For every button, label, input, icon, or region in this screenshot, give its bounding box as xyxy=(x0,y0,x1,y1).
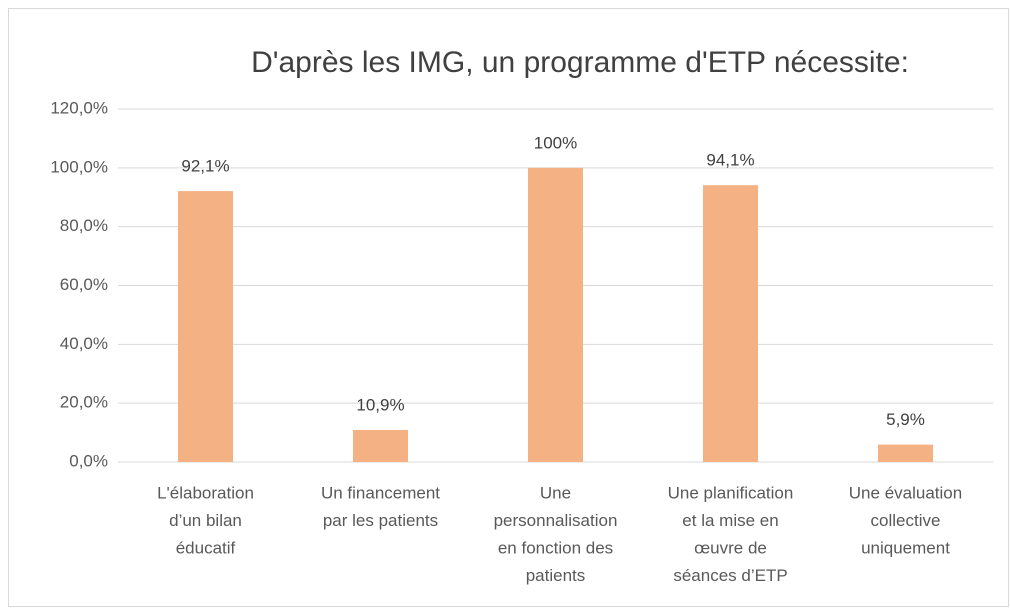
x-tick-label: Une xyxy=(540,483,571,502)
x-tick-label: œuvre de xyxy=(694,538,767,557)
bar xyxy=(178,191,233,462)
chart-border xyxy=(8,8,1009,607)
x-tick-label: patients xyxy=(526,566,586,585)
x-tick-label: en fonction des xyxy=(498,538,613,557)
x-tick-label: par les patients xyxy=(323,511,438,530)
x-tick-label: Un financement xyxy=(321,483,440,502)
x-tick-label: et la mise en xyxy=(682,511,778,530)
bar xyxy=(353,429,408,462)
y-tick-label: 0,0% xyxy=(69,451,108,470)
x-tick-label: éducatif xyxy=(176,538,236,557)
y-tick-label: 20,0% xyxy=(60,393,108,412)
data-label: 10,9% xyxy=(356,395,404,414)
bar xyxy=(878,444,933,462)
x-tick-label: L'élaboration xyxy=(157,483,254,502)
data-label: 92,1% xyxy=(181,157,229,176)
y-tick-label: 60,0% xyxy=(60,275,108,294)
bar xyxy=(528,167,583,463)
x-tick-label: collective xyxy=(871,511,941,530)
x-tick-label: Une évaluation xyxy=(849,483,962,502)
bar xyxy=(703,185,758,463)
x-tick-label: d’un bilan xyxy=(169,511,242,530)
x-tick-label: Une planification xyxy=(668,483,794,502)
y-tick-label: 100,0% xyxy=(50,157,108,176)
data-label: 100% xyxy=(534,133,577,152)
x-tick-label: personnalisation xyxy=(494,511,618,530)
y-tick-label: 40,0% xyxy=(60,334,108,353)
data-label: 94,1% xyxy=(706,151,754,170)
chart-title: D'après les IMG, un programme d'ETP néce… xyxy=(251,46,909,79)
y-tick-label: 80,0% xyxy=(60,216,108,235)
x-tick-label: uniquement xyxy=(861,538,950,557)
data-label: 5,9% xyxy=(886,410,925,429)
x-tick-label: séances d’ETP xyxy=(673,566,787,585)
y-tick-label: 120,0% xyxy=(50,98,108,117)
